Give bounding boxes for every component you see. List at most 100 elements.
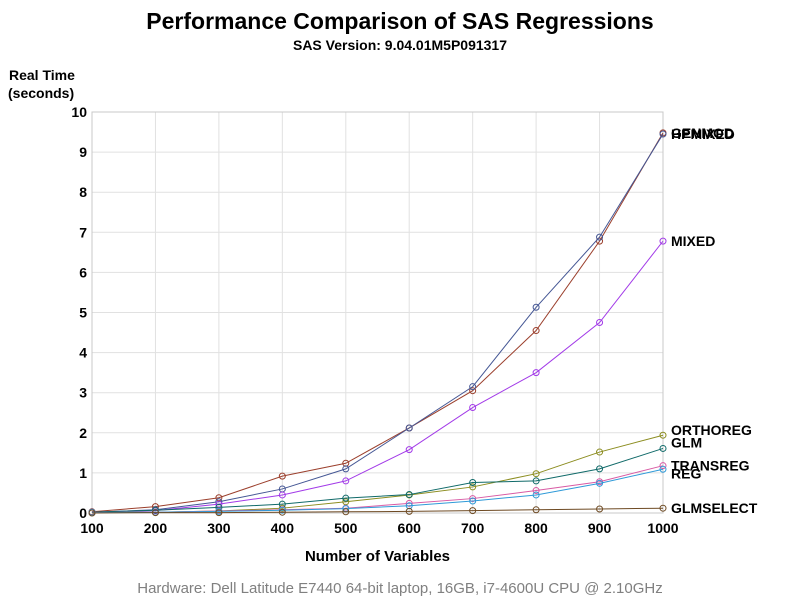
series-label-glmselect: GLMSELECT bbox=[671, 500, 758, 516]
y-tick-label: 6 bbox=[79, 264, 87, 280]
data-point-genmod-800 bbox=[532, 327, 540, 335]
x-tick-label: 900 bbox=[588, 520, 612, 536]
plot-frame bbox=[91, 111, 664, 514]
series-line-mixed bbox=[91, 240, 664, 513]
data-point-glmselect-700 bbox=[469, 507, 477, 515]
data-point-hpmixed-700 bbox=[469, 383, 477, 391]
data-point-orthoreg-800 bbox=[532, 470, 540, 478]
data-point-mixed-500 bbox=[342, 477, 350, 485]
data-point-mixed-400 bbox=[278, 491, 286, 499]
data-point-transreg-600 bbox=[405, 499, 413, 507]
series-label-genmod: GENMOD bbox=[671, 125, 734, 141]
data-point-glmselect-600 bbox=[405, 507, 413, 515]
x-tick-label: 400 bbox=[271, 520, 295, 536]
series-glmselect bbox=[88, 504, 667, 517]
series-label-orthoreg: ORTHOREG bbox=[671, 422, 752, 438]
series-line-reg bbox=[91, 468, 664, 514]
y-tick-label: 8 bbox=[79, 184, 87, 200]
series-line-glmselect bbox=[91, 507, 664, 514]
y-tick-label: 5 bbox=[79, 305, 87, 321]
data-point-hpmixed-600 bbox=[405, 424, 413, 432]
data-point-mixed-800 bbox=[532, 369, 540, 377]
data-point-glmselect-300 bbox=[215, 509, 223, 517]
x-tick-label: 800 bbox=[524, 520, 548, 536]
y-tick-label: 3 bbox=[79, 385, 87, 401]
x-tick-label: 300 bbox=[207, 520, 231, 536]
series-hpmixed bbox=[88, 130, 667, 516]
data-point-genmod-700 bbox=[469, 387, 477, 395]
x-tick-label: 500 bbox=[334, 520, 358, 536]
data-point-orthoreg-900 bbox=[596, 448, 604, 456]
x-tick-label: 700 bbox=[461, 520, 485, 536]
data-point-mixed-700 bbox=[469, 404, 477, 412]
series-label-hpmixed: HPMIXED bbox=[671, 126, 735, 142]
y-tick-label: 7 bbox=[79, 224, 87, 240]
data-point-reg-900 bbox=[596, 479, 604, 487]
data-point-orthoreg-1000 bbox=[659, 431, 667, 439]
chart-footnote: Hardware: Dell Latitude E7440 64-bit lap… bbox=[137, 580, 663, 597]
grid bbox=[91, 111, 664, 514]
series-label-transreg: TRANSREG bbox=[671, 458, 750, 474]
data-point-glm-900 bbox=[596, 465, 604, 473]
data-point-glmselect-1000 bbox=[659, 504, 667, 512]
data-point-glm-800 bbox=[532, 477, 540, 485]
chart-title: Performance Comparison of SAS Regression… bbox=[146, 8, 654, 34]
x-tick-label: 200 bbox=[144, 520, 168, 536]
y-tick-label: 1 bbox=[79, 465, 87, 481]
data-point-reg-700 bbox=[469, 497, 477, 505]
data-point-hpmixed-800 bbox=[532, 303, 540, 311]
data-point-hpmixed-500 bbox=[342, 465, 350, 473]
series-line-genmod bbox=[91, 132, 664, 513]
data-point-glmselect-500 bbox=[342, 508, 350, 516]
data-point-glmselect-200 bbox=[151, 509, 159, 517]
data-point-glm-200 bbox=[151, 506, 159, 514]
data-point-reg-800 bbox=[532, 491, 540, 499]
data-point-mixed-1000 bbox=[659, 237, 667, 245]
series-genmod bbox=[88, 129, 667, 516]
data-point-reg-400 bbox=[278, 506, 286, 514]
series-glm bbox=[88, 444, 667, 516]
data-point-glmselect-400 bbox=[278, 508, 286, 516]
data-point-transreg-800 bbox=[532, 487, 540, 495]
series-label-glm: GLM bbox=[671, 434, 702, 450]
y-axis-label-line-1: Real Time bbox=[9, 67, 75, 83]
series-line-orthoreg bbox=[91, 434, 664, 514]
y-tick-label: 2 bbox=[79, 425, 87, 441]
data-point-mixed-600 bbox=[405, 446, 413, 454]
data-point-transreg-1000 bbox=[659, 462, 667, 470]
data-point-glm-1000 bbox=[659, 444, 667, 452]
chart-subtitle: SAS Version: 9.04.01M5P091317 bbox=[292, 37, 508, 53]
y-tick-label: 4 bbox=[79, 345, 87, 361]
data-point-hpmixed-900 bbox=[596, 233, 604, 241]
series-mixed bbox=[88, 237, 667, 516]
y-tick-label: 0 bbox=[79, 505, 87, 521]
y-tick-label: 9 bbox=[79, 144, 87, 160]
x-tick-label: 1000 bbox=[647, 520, 678, 536]
x-axis-label: Number of Variables bbox=[305, 548, 450, 565]
data-point-glm-700 bbox=[469, 479, 477, 487]
y-axis-ticks: 0 1 2 3 4 5 6 7 8 9 10 bbox=[71, 104, 87, 521]
series-reg bbox=[88, 465, 667, 517]
series-line-hpmixed bbox=[91, 133, 664, 513]
data-point-reg-1000 bbox=[659, 465, 667, 473]
data-point-orthoreg-700 bbox=[469, 483, 477, 491]
y-axis-label-line-2: (seconds) bbox=[8, 85, 75, 101]
series-label-reg: REG bbox=[671, 465, 701, 481]
data-point-glmselect-100 bbox=[88, 509, 96, 517]
x-axis-ticks: 100 200 300 400 500 600 700 800 900 1000 bbox=[80, 520, 678, 536]
series-orthoreg bbox=[88, 431, 667, 517]
x-tick-label: 100 bbox=[80, 520, 104, 536]
y-tick-label: 10 bbox=[71, 104, 87, 120]
data-point-glm-600 bbox=[405, 491, 413, 499]
x-tick-label: 600 bbox=[398, 520, 422, 536]
data-point-glmselect-800 bbox=[532, 506, 540, 514]
data-point-glmselect-900 bbox=[596, 505, 604, 513]
data-point-glm-300 bbox=[215, 503, 223, 511]
data-point-hpmixed-1000 bbox=[659, 130, 667, 138]
data-point-transreg-700 bbox=[469, 495, 477, 503]
series-line-glm bbox=[91, 447, 664, 513]
data-point-glm-500 bbox=[342, 494, 350, 502]
series-group bbox=[88, 129, 667, 517]
